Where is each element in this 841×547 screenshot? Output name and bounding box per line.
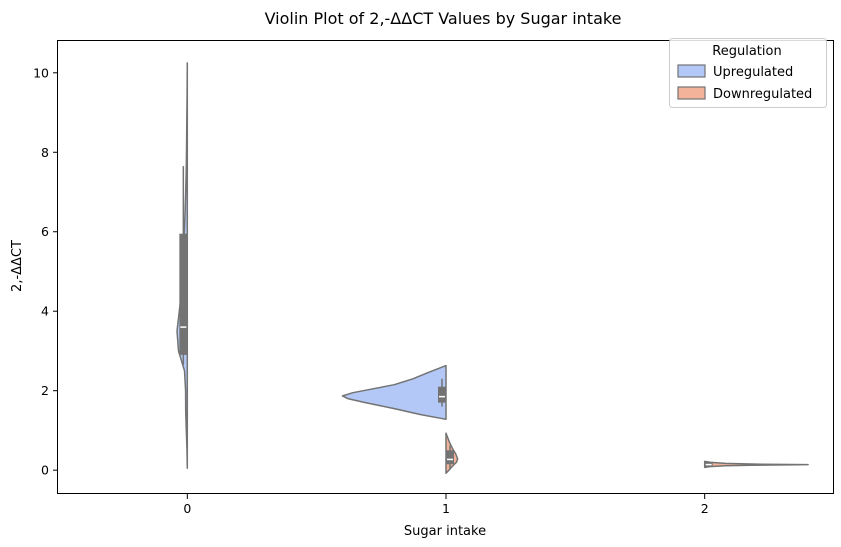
legend-title: Regulation bbox=[712, 44, 781, 59]
x-axis-label: Sugar intake bbox=[404, 524, 486, 539]
legend-swatch-upregulated bbox=[677, 64, 706, 78]
y-tick-label: 8 bbox=[41, 145, 49, 160]
y-tick-label: 4 bbox=[41, 304, 49, 319]
legend-label-downregulated: Downregulated bbox=[713, 87, 812, 102]
x-axis-ticks: 0 1 2 bbox=[183, 494, 709, 516]
legend-swatch-downregulated bbox=[677, 86, 706, 100]
y-tick-label: 0 bbox=[41, 463, 49, 478]
y-axis-label: 2,-ΔΔCT bbox=[10, 240, 25, 292]
iqr-box-downregulated-1 bbox=[446, 450, 454, 465]
y-tick-label: 2 bbox=[41, 383, 49, 398]
box-layer bbox=[179, 166, 713, 469]
x-tick-label: 0 bbox=[183, 501, 191, 516]
violin-upregulated-1 bbox=[341, 364, 447, 421]
violin-downregulated-2 bbox=[703, 460, 809, 469]
y-axis-ticks: 0 2 4 6 8 10 bbox=[33, 65, 58, 478]
y-tick-label: 10 bbox=[33, 65, 49, 80]
iqr-box-upregulated-0 bbox=[179, 233, 188, 355]
x-tick-label: 1 bbox=[442, 501, 450, 516]
iqr-box-upregulated-1 bbox=[438, 386, 446, 403]
x-tick-label: 2 bbox=[701, 501, 709, 516]
chart-title: Violin Plot of 2,-ΔΔCT Values by Sugar i… bbox=[265, 9, 622, 28]
legend-label-upregulated: Upregulated bbox=[713, 65, 793, 80]
legend: Regulation Upregulated Downregulated bbox=[669, 38, 827, 108]
y-tick-label: 6 bbox=[41, 224, 49, 239]
plot-frame bbox=[57, 40, 834, 494]
violin-layer bbox=[176, 62, 809, 475]
legend-box bbox=[669, 38, 827, 108]
